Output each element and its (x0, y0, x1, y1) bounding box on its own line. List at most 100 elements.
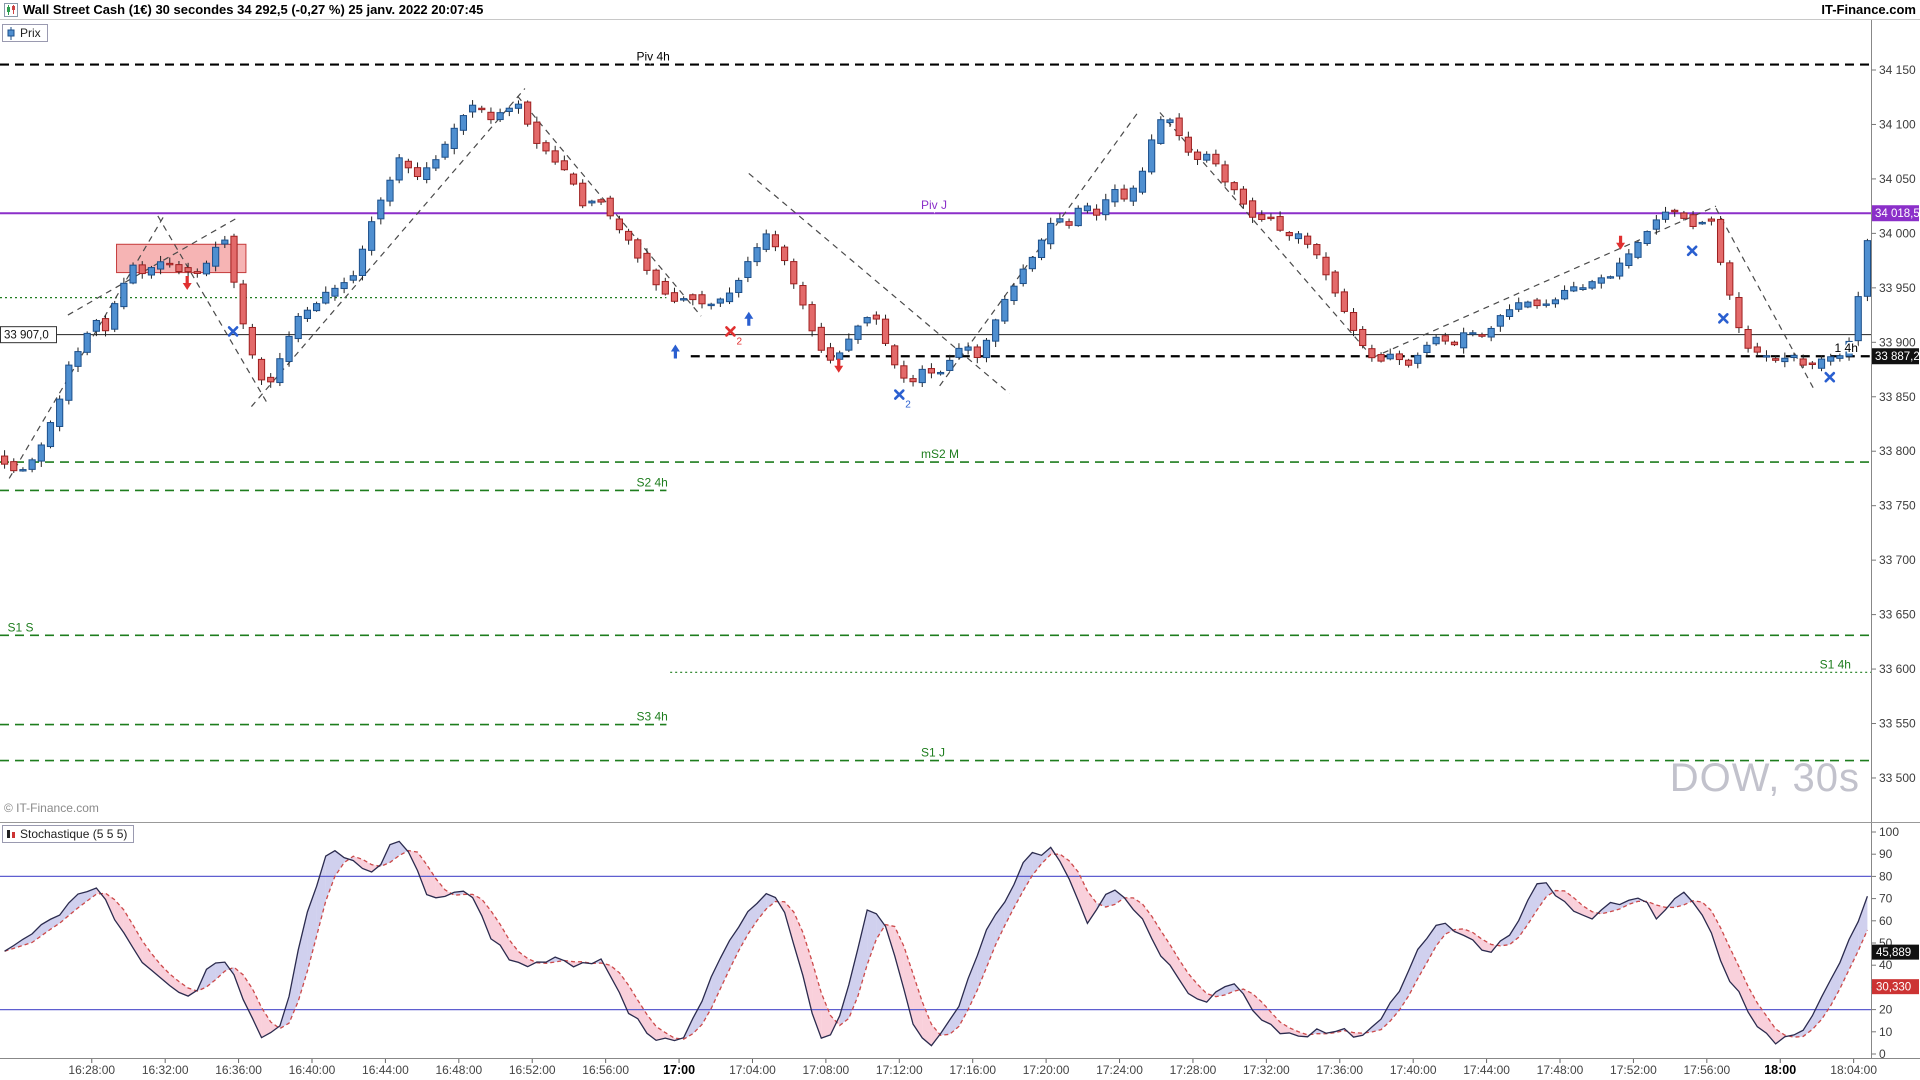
price-tick-label: 34 100 (1879, 117, 1916, 131)
candle (661, 280, 669, 295)
candle (294, 315, 302, 340)
piv-j-value-box-text: 34 018,5 (1875, 208, 1920, 220)
trendline[interactable] (1372, 205, 1717, 359)
candle (276, 358, 284, 384)
stochastic-legend-label: Stochastique (5 5 5) (20, 827, 128, 841)
candle (652, 269, 660, 286)
candle (1047, 222, 1055, 245)
candle (230, 235, 238, 283)
candle (909, 378, 917, 383)
candle (193, 271, 201, 274)
candle (1166, 119, 1174, 124)
candle (56, 398, 64, 427)
trendline[interactable] (157, 215, 269, 405)
candle (1414, 354, 1422, 364)
candle (1239, 188, 1248, 205)
stoch-plot[interactable] (0, 840, 1872, 1047)
price-axis[interactable]: 34 150 34 100 34 050 34 000 33 950 33 900 33 8… (1871, 20, 1920, 822)
r1-value-box-text: 33 887,2 (1875, 351, 1920, 363)
candle (46, 422, 55, 448)
candle (1863, 240, 1872, 297)
stoch-d-value-box-text: 30,330 (1876, 982, 1911, 994)
candle (1010, 285, 1018, 302)
candle (1359, 328, 1367, 347)
candle (1193, 151, 1202, 160)
trendline[interactable] (748, 173, 1010, 394)
candle (624, 230, 633, 241)
candle (1542, 303, 1550, 306)
time-label: 17:20:00 (1023, 1063, 1070, 1077)
trendline[interactable] (1715, 208, 1816, 392)
time-label: 17:24:00 (1096, 1063, 1143, 1077)
candle (28, 459, 36, 470)
stoch-d-value-box (1872, 979, 1919, 995)
price-tick-label: 34 150 (1879, 63, 1916, 77)
candle (1304, 235, 1312, 245)
time-label: 16:32:00 (142, 1063, 189, 1077)
time-label: 16:36:00 (215, 1063, 262, 1077)
time-axis[interactable]: 16:28:00 16:32:00 16:36:00 16:40:00 16:44:00… (0, 1058, 1920, 1078)
trendline[interactable] (250, 88, 526, 407)
candle (331, 287, 339, 297)
signal-x (1824, 371, 1836, 383)
price-plot[interactable]: 22 (0, 63, 1872, 762)
candle (1762, 355, 1771, 358)
candle (1340, 291, 1348, 312)
candle (37, 444, 45, 462)
candle (1450, 341, 1459, 346)
candle (1845, 340, 1853, 357)
candle (1037, 239, 1046, 259)
candle (1175, 117, 1183, 137)
candle (1643, 231, 1651, 245)
price-tick-label: 33 750 (1879, 499, 1916, 513)
window-header: Wall Street Cash (1€) 30 secondes 34 292… (0, 0, 1920, 20)
candle (285, 335, 293, 362)
candle (1836, 355, 1844, 359)
candle (1606, 276, 1615, 279)
candle (725, 292, 734, 303)
stochastic-legend-chip[interactable]: Stochastique (5 5 5) (2, 825, 135, 843)
candle (836, 352, 844, 360)
candle (404, 160, 412, 169)
candle (1056, 218, 1064, 223)
level-label: Piv J (921, 198, 947, 212)
candle (560, 160, 568, 171)
candle (1386, 353, 1394, 360)
candle (1597, 277, 1605, 284)
candle (386, 179, 394, 202)
candle (1551, 299, 1560, 305)
candle (312, 303, 321, 312)
candle (542, 142, 550, 152)
signal-x: 2 (893, 389, 911, 411)
price-legend-chip[interactable]: Prix (2, 24, 48, 42)
candle (780, 246, 789, 262)
chart-watermark: DOW, 30s (1669, 756, 1860, 800)
stoch-tick-label: 40 (1879, 958, 1893, 972)
price-tick-label: 33 700 (1879, 553, 1916, 567)
candle (1652, 219, 1660, 230)
level-label: S1 S (7, 620, 33, 634)
candle (1560, 289, 1569, 300)
candle (184, 267, 192, 273)
candle (1111, 189, 1119, 203)
left-price-box-text: 33 907,0 (4, 330, 49, 342)
candle (1753, 346, 1761, 353)
stoch-k-value-box (1872, 944, 1919, 960)
candle (1634, 242, 1642, 258)
stoch-tick-label: 10 (1879, 1025, 1893, 1039)
candle (551, 150, 559, 163)
time-label: 16:48:00 (435, 1063, 482, 1077)
candle (716, 298, 724, 304)
candle (1533, 299, 1541, 307)
stoch-k-value-box-text: 45,889 (1876, 947, 1911, 959)
time-label: 17:52:00 (1610, 1063, 1657, 1077)
piv-j-value-box (1872, 205, 1919, 222)
price-tick-label: 33 500 (1879, 771, 1916, 785)
price-tick-label: 33 650 (1879, 608, 1916, 622)
candle (1395, 353, 1404, 361)
price-tick-label: 33 850 (1879, 390, 1916, 404)
candle (1248, 200, 1257, 218)
signal-arrow-down (1616, 235, 1626, 250)
